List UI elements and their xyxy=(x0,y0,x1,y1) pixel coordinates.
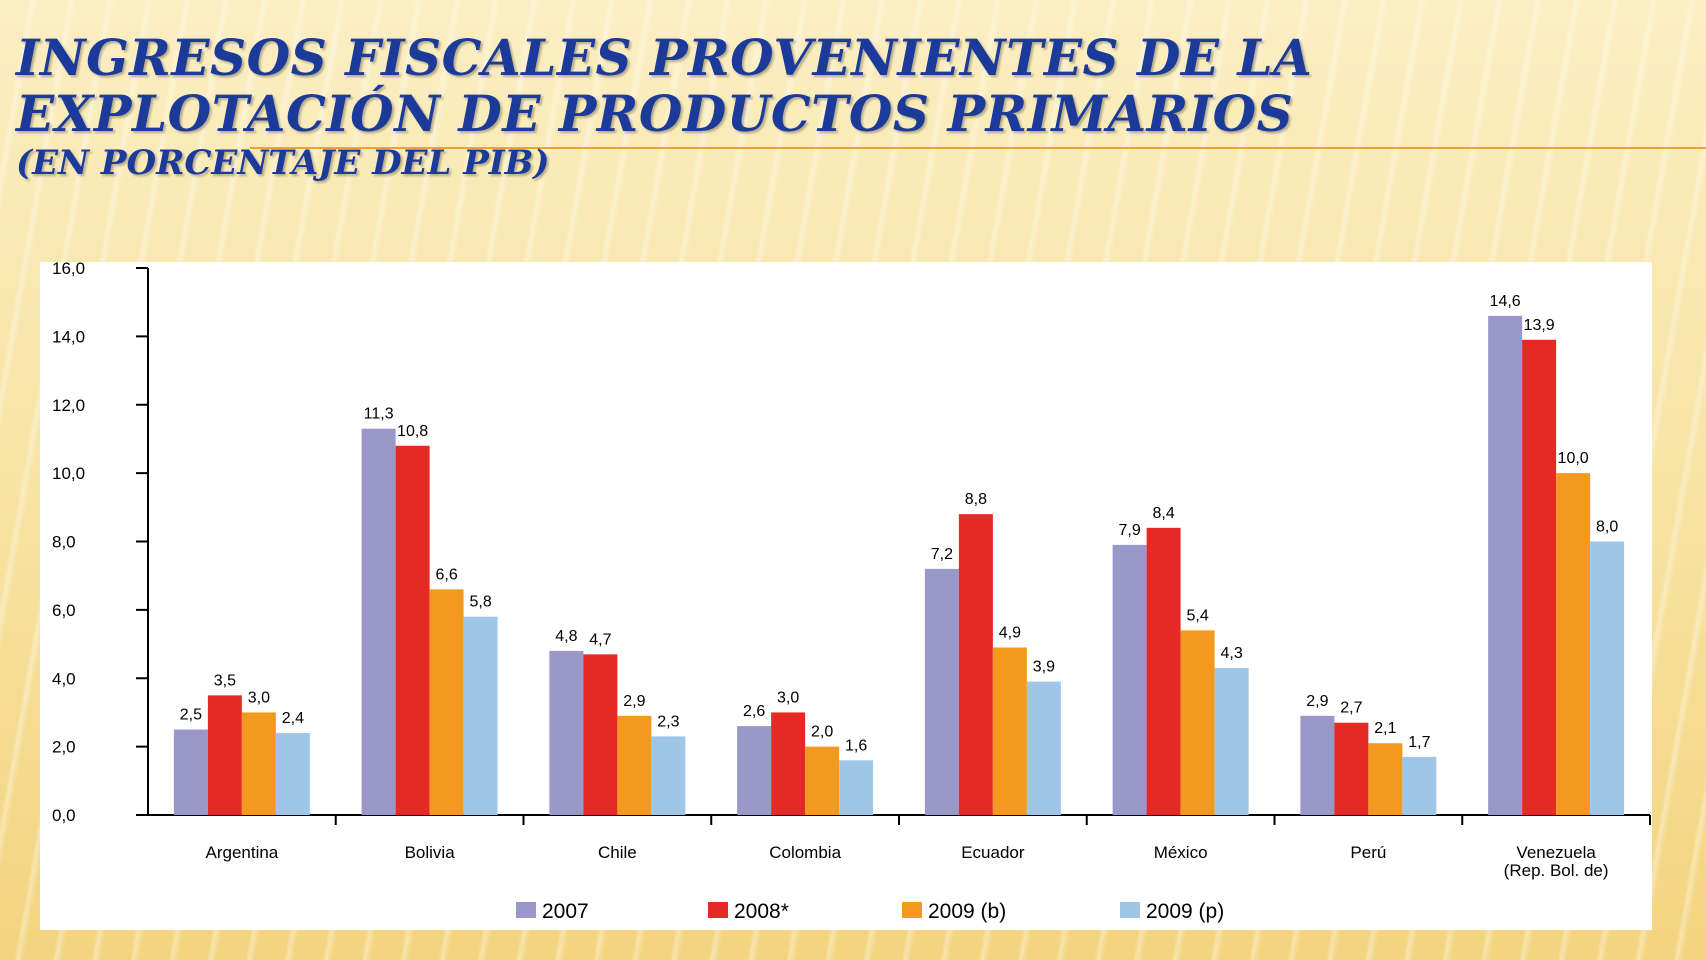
data-label: 4,7 xyxy=(589,631,611,648)
data-label: 8,8 xyxy=(965,491,987,508)
x-tick-label: Ecuador xyxy=(961,843,1025,862)
x-tick-label: Bolivia xyxy=(405,843,456,862)
bar xyxy=(1300,715,1335,815)
x-tick-label: México xyxy=(1154,843,1208,862)
y-tick-label: 6,0 xyxy=(52,601,76,620)
bar xyxy=(1402,756,1437,815)
chart-panel: 0,0 2,0 4,0 6,0 8,0 10,0 12,0 14,0 16,0 Argentina… xyxy=(40,262,1652,930)
legend-swatch xyxy=(708,902,728,918)
slide-title-line-1: INGRESOS FISCALES PROVENIENTES DE LA xyxy=(16,28,1313,87)
data-label: 8,0 xyxy=(1596,519,1618,536)
data-label: 2,1 xyxy=(1374,720,1396,737)
x-tick-label: Chile xyxy=(598,843,637,862)
bar xyxy=(1334,722,1369,815)
data-label: 3,0 xyxy=(248,689,270,706)
data-label: 3,9 xyxy=(1033,659,1055,676)
bar xyxy=(958,514,993,815)
bar xyxy=(275,732,310,815)
bar xyxy=(737,726,772,815)
data-label: 13,9 xyxy=(1524,317,1555,334)
legend-swatch xyxy=(516,902,536,918)
y-tick-label: 12,0 xyxy=(52,396,85,415)
bar xyxy=(1112,544,1147,815)
bar xyxy=(1180,630,1215,815)
data-label: 7,9 xyxy=(1119,522,1141,539)
data-label: 4,3 xyxy=(1221,645,1243,662)
data-label: 8,4 xyxy=(1153,505,1175,522)
bar xyxy=(1026,681,1061,815)
bar xyxy=(1368,743,1403,815)
bar xyxy=(1522,339,1557,815)
data-label: 10,8 xyxy=(397,423,428,440)
bar xyxy=(1214,667,1249,815)
y-tick-label: 14,0 xyxy=(52,327,85,346)
title-accent-line xyxy=(250,147,1706,149)
bar xyxy=(651,736,686,815)
x-tick-label: Venezuela (Rep. Bol. de) xyxy=(1504,843,1609,880)
x-tick-label: Colombia xyxy=(769,843,841,862)
bar xyxy=(549,650,584,815)
data-label: 6,6 xyxy=(436,566,458,583)
y-tick-label: 4,0 xyxy=(52,669,76,688)
bar xyxy=(992,647,1027,815)
data-label: 2,7 xyxy=(1340,700,1362,717)
y-tick-label: 10,0 xyxy=(52,464,85,483)
slide-title: INGRESOS FISCALES PROVENIENTES DE LA EXP… xyxy=(16,28,1313,183)
bar xyxy=(361,428,396,815)
x-tick-label: Argentina xyxy=(205,843,278,862)
y-tick-label: 16,0 xyxy=(52,262,85,278)
data-label: 1,7 xyxy=(1408,734,1430,751)
bar xyxy=(173,729,208,815)
data-label: 14,6 xyxy=(1490,293,1521,310)
bar xyxy=(839,760,874,815)
bar xyxy=(207,695,242,815)
data-label: 5,8 xyxy=(470,594,492,611)
data-label: 7,2 xyxy=(931,546,953,563)
y-tick-label: 8,0 xyxy=(52,533,76,552)
bar xyxy=(617,715,652,815)
data-label: 2,4 xyxy=(282,710,304,727)
bar xyxy=(463,616,498,815)
bar xyxy=(583,654,618,815)
data-label: 2,6 xyxy=(743,703,765,720)
bar xyxy=(1146,527,1181,815)
slide-title-line-2: EXPLOTACIÓN DE PRODUCTOS PRIMARIOS xyxy=(16,84,1294,143)
bar xyxy=(771,712,806,815)
bar xyxy=(1556,473,1591,815)
data-label: 5,4 xyxy=(1187,607,1209,624)
bar-chart: 0,0 2,0 4,0 6,0 8,0 10,0 12,0 14,0 16,0 Argentina… xyxy=(52,262,1651,923)
legend-label: 2009 (p) xyxy=(1146,900,1224,923)
data-label: 11,3 xyxy=(364,406,394,423)
bar xyxy=(924,568,959,815)
data-label: 2,9 xyxy=(623,693,645,710)
bar xyxy=(1488,315,1523,815)
data-label: 10,0 xyxy=(1558,450,1589,467)
bar xyxy=(805,746,840,815)
slide-subtitle: (EN PORCENTAJE DEL PIB) xyxy=(16,143,550,183)
data-label: 3,5 xyxy=(214,672,236,689)
legend-label: 2009 (b) xyxy=(928,900,1006,923)
data-label: 4,9 xyxy=(999,624,1021,641)
legend-label: 2008* xyxy=(734,900,789,923)
data-label: 1,6 xyxy=(845,737,867,754)
bar xyxy=(1590,541,1625,815)
data-label: 2,5 xyxy=(180,707,202,724)
y-tick-label: 0,0 xyxy=(52,806,76,825)
data-label: 2,9 xyxy=(1306,693,1328,710)
legend-swatch xyxy=(1120,902,1140,918)
data-label: 2,0 xyxy=(811,724,833,741)
data-label: 3,0 xyxy=(777,689,799,706)
y-tick-label: 2,0 xyxy=(52,738,76,757)
data-label: 4,8 xyxy=(555,628,577,645)
legend-swatch xyxy=(902,902,922,918)
x-tick-label: Perú xyxy=(1350,843,1386,862)
legend-label: 2007 xyxy=(542,900,589,923)
bar xyxy=(429,589,464,815)
data-label: 2,3 xyxy=(657,713,679,730)
bar xyxy=(241,712,276,815)
bar xyxy=(395,445,430,815)
